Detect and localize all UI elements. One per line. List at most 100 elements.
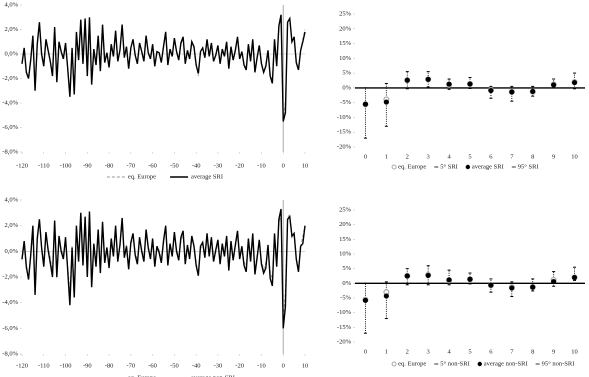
average-dot bbox=[425, 76, 431, 82]
x-tick-label: -60 bbox=[148, 362, 157, 369]
x-tick-label: -20 bbox=[235, 362, 244, 369]
y-tick-label: -15% bbox=[337, 324, 352, 331]
x-tick-label: -40 bbox=[192, 362, 201, 369]
x-tick-label: 2 bbox=[406, 153, 409, 160]
x-tick-label: 9 bbox=[552, 153, 555, 160]
y-tick-label: -8,0% bbox=[2, 148, 18, 155]
x-tick-label: 5 bbox=[468, 153, 471, 160]
y-tick-label: 5% bbox=[342, 265, 351, 272]
series-line bbox=[21, 208, 306, 329]
average-dot bbox=[571, 274, 578, 281]
x-tick-label: 9 bbox=[552, 348, 555, 355]
y-tick-label: 0,0% bbox=[4, 248, 18, 255]
legend-swatch bbox=[391, 164, 397, 170]
legend-label: 95° non-SRI bbox=[542, 360, 575, 367]
legend-label: 95° SRI bbox=[518, 163, 539, 170]
x-tick-label: -100 bbox=[60, 162, 72, 169]
average-dot bbox=[509, 89, 515, 95]
average-dot bbox=[488, 87, 494, 94]
average-dot bbox=[467, 81, 473, 87]
y-tick-label: 25% bbox=[339, 206, 352, 213]
average-dot bbox=[530, 284, 536, 290]
average-dot bbox=[509, 285, 515, 291]
x-tick-label: 0 bbox=[282, 162, 285, 169]
x-tick-label: -110 bbox=[38, 362, 50, 369]
x-tick-label: 1 bbox=[385, 153, 388, 160]
y-tick-label: -6,0% bbox=[2, 325, 18, 332]
average-dot bbox=[404, 77, 410, 83]
x-tick-label: -20 bbox=[235, 162, 244, 169]
y-tick-label: 0,0% bbox=[4, 50, 18, 57]
y-tick-label: 4,0% bbox=[4, 196, 18, 203]
x-tick-label: -110 bbox=[38, 162, 50, 169]
average-dot bbox=[383, 99, 389, 105]
x-tick-label: -100 bbox=[60, 362, 72, 369]
x-tick-label: -70 bbox=[127, 162, 136, 169]
x-tick-label: -60 bbox=[148, 162, 157, 169]
x-tick-label: 4 bbox=[447, 348, 451, 355]
y-tick-label: -6,0% bbox=[2, 124, 18, 131]
y-tick-label: 10% bbox=[339, 250, 352, 257]
x-tick-label: 10 bbox=[302, 362, 309, 369]
y-tick-label: 25% bbox=[339, 10, 352, 17]
y-tick-label: -5% bbox=[340, 294, 351, 301]
x-tick-label: 2 bbox=[406, 348, 409, 355]
y-tick-label: -2,0% bbox=[2, 75, 18, 82]
x-tick-label: 10 bbox=[302, 162, 309, 169]
x-tick-label: 0 bbox=[282, 362, 285, 369]
average-dot bbox=[425, 272, 431, 279]
y-tick-label: -2,0% bbox=[2, 273, 18, 280]
average-dot bbox=[571, 79, 578, 86]
x-tick-label: 10 bbox=[571, 153, 578, 160]
average-dot bbox=[551, 82, 557, 88]
y-tick-label: -20% bbox=[337, 338, 352, 345]
x-tick-label: -70 bbox=[127, 362, 136, 369]
average-dot bbox=[446, 277, 452, 283]
average-dot bbox=[530, 88, 536, 95]
average-dot bbox=[404, 273, 410, 279]
x-tick-label: 1 bbox=[385, 348, 388, 355]
average-dot bbox=[446, 81, 452, 87]
average-dot bbox=[467, 276, 473, 282]
x-tick-label: 0 bbox=[364, 348, 367, 355]
legend-label: 5° non-SRI bbox=[440, 360, 470, 367]
average-dot bbox=[383, 293, 389, 299]
average-dot bbox=[488, 282, 494, 288]
x-tick-label: -10 bbox=[257, 362, 266, 369]
legend-swatch bbox=[477, 361, 482, 367]
y-tick-label: 20% bbox=[339, 221, 352, 228]
series-line bbox=[21, 14, 306, 122]
y-tick-label: -8,0% bbox=[2, 350, 18, 357]
x-tick-label: 10 bbox=[571, 348, 578, 355]
y-tick-label: 2,0% bbox=[4, 222, 18, 229]
x-tick-label: 0 bbox=[364, 153, 367, 160]
legend-label: eq. Europe bbox=[398, 360, 426, 367]
y-tick-label: -4,0% bbox=[2, 99, 18, 106]
y-tick-label: 0% bbox=[342, 84, 351, 91]
average-dot bbox=[362, 101, 369, 107]
x-tick-label: 6 bbox=[489, 348, 493, 355]
y-tick-label: -5% bbox=[340, 99, 351, 106]
y-tick-label: 0% bbox=[342, 280, 351, 287]
legend-label: average SRI bbox=[191, 173, 223, 180]
x-tick-label: 6 bbox=[489, 153, 493, 160]
legend-label: average non-SRI bbox=[484, 360, 528, 367]
x-tick-label: -30 bbox=[214, 362, 223, 369]
x-tick-label: -30 bbox=[214, 162, 223, 169]
x-tick-label: -50 bbox=[170, 162, 179, 169]
legend-label: eq. Europe bbox=[398, 163, 426, 170]
x-tick-label: 8 bbox=[531, 348, 534, 355]
x-tick-label: 8 bbox=[531, 153, 534, 160]
legend-label: average SRI bbox=[472, 163, 504, 170]
y-tick-label: 4,0% bbox=[4, 1, 18, 8]
x-tick-label: -50 bbox=[170, 362, 179, 369]
y-tick-label: 15% bbox=[339, 236, 352, 243]
x-tick-label: -120 bbox=[16, 162, 28, 169]
x-tick-label: 3 bbox=[427, 153, 430, 160]
y-tick-label: 2,0% bbox=[4, 26, 18, 33]
legend-swatch bbox=[465, 164, 471, 170]
y-tick-label: 10% bbox=[339, 55, 352, 62]
legend-label: 5° SRI bbox=[440, 163, 458, 170]
average-dot bbox=[551, 278, 557, 285]
